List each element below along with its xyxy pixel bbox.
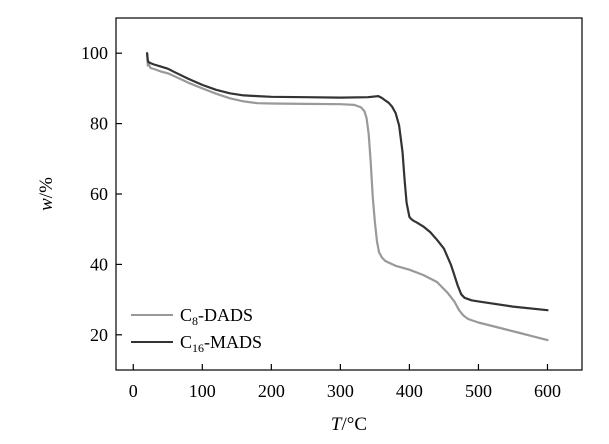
legend-item-2: C16-MADS — [131, 332, 262, 355]
y-tick-label-80: 80 — [90, 114, 108, 134]
y-tick-label-20: 20 — [90, 325, 108, 345]
series-line-1 — [146, 52, 549, 342]
y-tick-label-40: 40 — [90, 254, 108, 274]
legend-label-2: C16-MADS — [180, 332, 262, 355]
legend-item-1: C8-DADS — [131, 305, 253, 328]
x-tick-label-0: 0 — [129, 381, 138, 401]
legend-label-1: C8-DADS — [180, 305, 253, 328]
x-tick-label-600: 600 — [534, 381, 561, 401]
legend: C8-DADS C16-MADS — [131, 305, 262, 355]
y-tick-label-100: 100 — [81, 43, 108, 63]
x-tick-label-200: 200 — [258, 381, 285, 401]
x-tick-label-500: 500 — [465, 381, 492, 401]
series-line-2 — [146, 52, 549, 312]
series-group — [146, 52, 549, 342]
y-axis-title: w/% — [36, 177, 57, 211]
y-tick-label-60: 60 — [90, 184, 108, 204]
tick-group: 0 100 200 300 400 500 600 20 40 60 80 100 — [81, 43, 561, 401]
x-tick-label-100: 100 — [189, 381, 216, 401]
x-tick-label-300: 300 — [327, 381, 354, 401]
x-axis-title: T/°C — [331, 414, 367, 435]
x-tick-label-400: 400 — [396, 381, 423, 401]
